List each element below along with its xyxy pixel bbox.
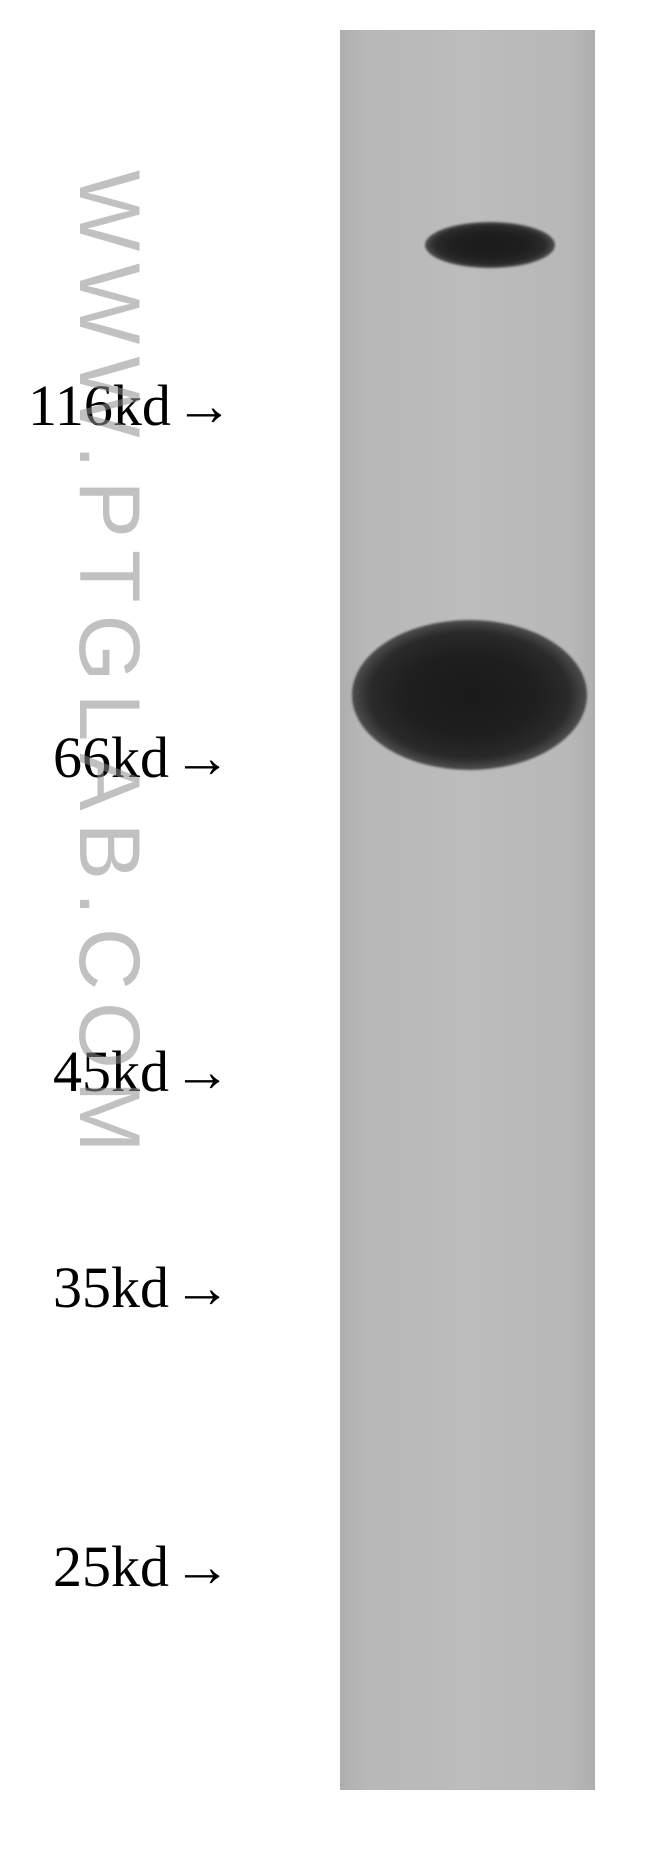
watermark-text: WWW.PTGLAB.COM bbox=[59, 170, 158, 1165]
marker-25kd: 25kd → bbox=[53, 1533, 227, 1600]
marker-label-text: 25kd bbox=[53, 1533, 169, 1600]
marker-label-text: 116kd bbox=[28, 372, 171, 439]
marker-116kd: 116kd → bbox=[28, 372, 229, 439]
marker-label-text: 45kd bbox=[53, 1038, 169, 1105]
marker-66kd: 66kd → bbox=[53, 724, 227, 791]
band-main bbox=[352, 620, 587, 770]
marker-label-text: 35kd bbox=[53, 1254, 169, 1321]
blot-lane bbox=[340, 30, 595, 1790]
marker-35kd: 35kd → bbox=[53, 1254, 227, 1321]
marker-label-text: 66kd bbox=[53, 724, 169, 791]
arrow-icon: → bbox=[175, 372, 229, 439]
marker-45kd: 45kd → bbox=[53, 1038, 227, 1105]
arrow-icon: → bbox=[173, 724, 227, 791]
band-upper bbox=[425, 222, 555, 268]
arrow-icon: → bbox=[173, 1533, 227, 1600]
arrow-icon: → bbox=[173, 1254, 227, 1321]
arrow-icon: → bbox=[173, 1038, 227, 1105]
